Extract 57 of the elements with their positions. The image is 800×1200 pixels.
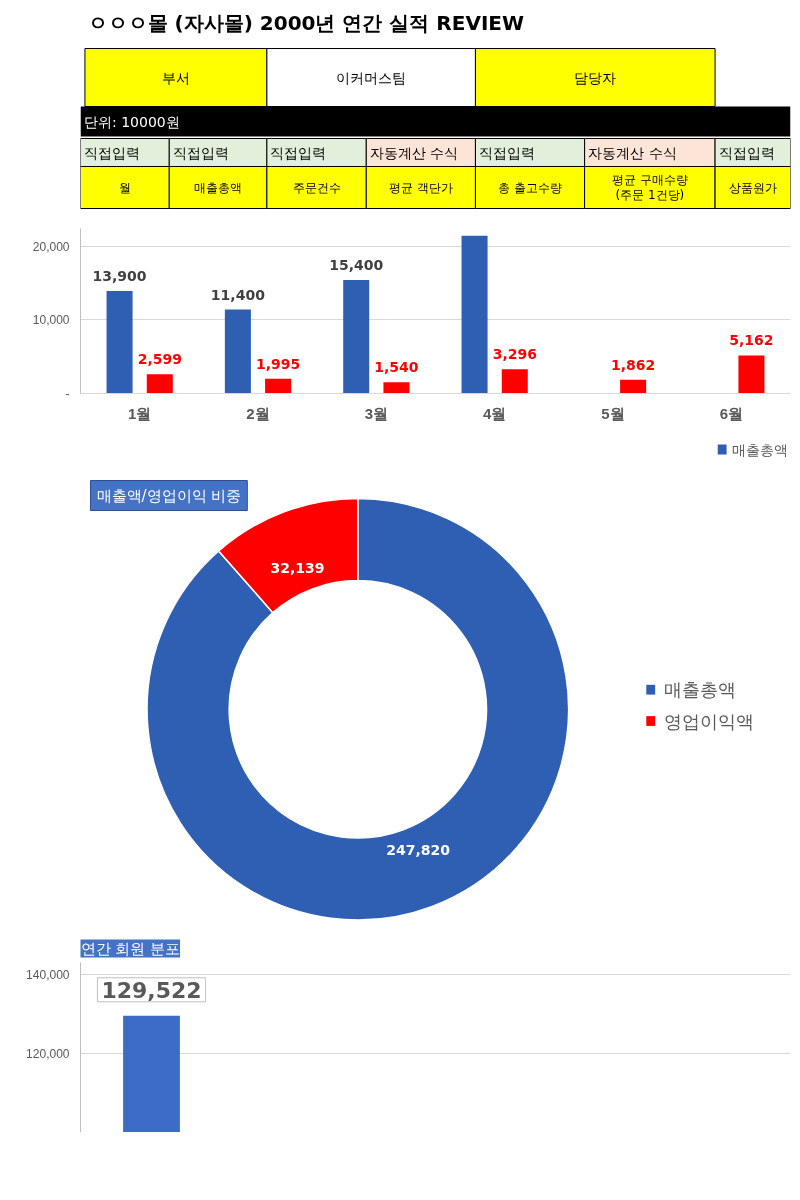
text: 주문건수	[292, 180, 341, 195]
legend-label: 영업이익액	[664, 710, 755, 732]
y-tick-label: -	[65, 387, 70, 401]
bar	[106, 291, 133, 394]
text: 직접입력	[270, 144, 327, 161]
text: 상품원가	[728, 180, 777, 195]
bar	[343, 280, 370, 394]
y-tick-label: 120,000	[26, 1046, 70, 1061]
data-label: 11,400	[210, 286, 266, 303]
text: 총 출고수량	[498, 180, 562, 195]
bar	[224, 309, 251, 394]
data-label: 1,540	[374, 359, 419, 376]
y-tick-label: 20,000	[32, 239, 70, 254]
data-label: 3,296	[492, 346, 537, 363]
chart-title: 매출액/영업이익 비중	[96, 486, 242, 505]
text: 월	[118, 180, 131, 195]
bar	[383, 382, 410, 394]
data-label: 15,400	[329, 257, 384, 274]
text: 담당자	[574, 69, 617, 86]
legend-label: 매출총액	[664, 679, 737, 701]
text: 직접입력	[478, 144, 535, 161]
legend-label: 매출총액	[731, 441, 788, 458]
bar	[738, 355, 765, 394]
bar	[501, 369, 528, 394]
x-tick-label: 3월	[364, 404, 389, 422]
text: 직접입력	[172, 144, 229, 161]
text: 이커머스팀	[336, 69, 407, 86]
y-tick-label: 10,000	[32, 313, 70, 328]
bar	[265, 378, 292, 394]
y-tick-label: 140,000	[26, 967, 70, 982]
text: 자동계산 수식	[369, 144, 459, 161]
data-label: 1,995	[255, 355, 301, 372]
text: 부서	[161, 69, 190, 86]
x-tick-label: 1월	[128, 404, 152, 422]
data-label: 32,139	[270, 560, 325, 577]
x-tick-label: 5월	[601, 404, 625, 422]
text: 직접입력	[84, 144, 141, 161]
text: 평균 객단가	[388, 180, 453, 195]
x-tick-label: 4월	[483, 404, 507, 422]
x-tick-label: 2월	[246, 404, 270, 422]
text: 자동계산 수식	[588, 144, 677, 161]
x-tick-label: 6월	[719, 404, 744, 422]
data-label: 1,862	[610, 356, 656, 373]
text: 직접입력	[718, 144, 775, 161]
data-label: 247,820	[386, 842, 451, 859]
bar	[620, 379, 647, 394]
bar	[146, 374, 173, 394]
data-label: 2,599	[137, 351, 182, 368]
chart-title: ㅇㅇㅇ몰 (자사몰) 2000년 연간 실적 REVIEW	[87, 10, 525, 35]
chart-title: 연간 회원 분포	[80, 939, 181, 958]
data-label: 5,162	[729, 332, 774, 349]
text: 매출총액	[194, 180, 243, 195]
text: 평균 구매수량 (주문 1건당)	[611, 172, 688, 203]
bar	[461, 235, 488, 394]
data-label: 13,900	[92, 268, 147, 285]
data-label: 129,522	[101, 977, 202, 1003]
text: 단위: 10000원	[84, 113, 180, 130]
